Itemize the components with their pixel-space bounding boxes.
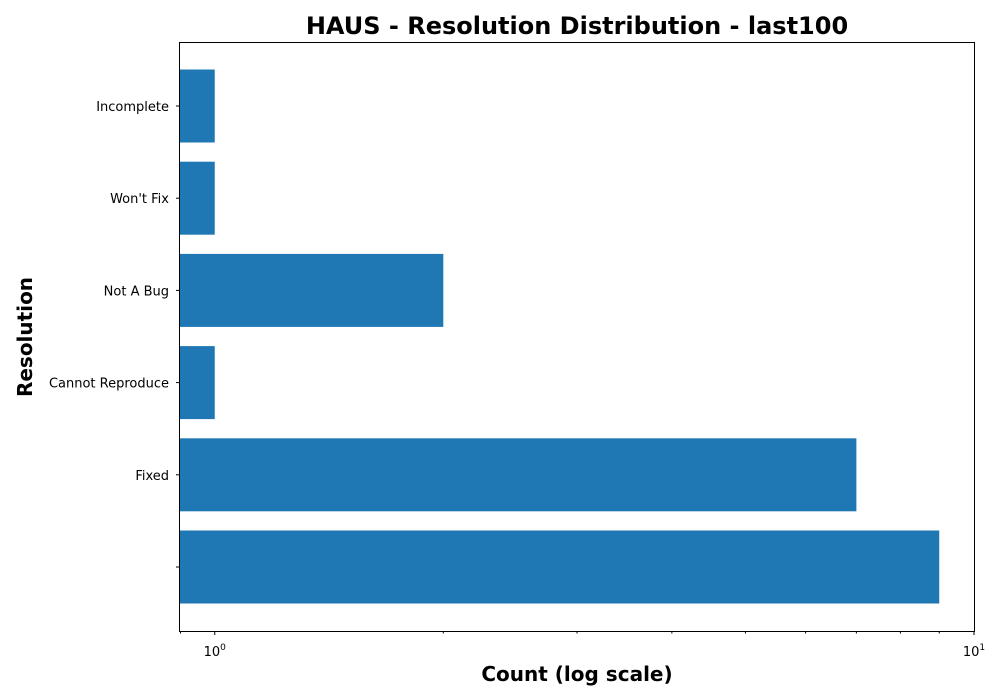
x-axis: 100 101 — [180, 631, 985, 660]
y-tick-label: Won't Fix — [110, 192, 169, 207]
bar — [180, 253, 444, 327]
y-tick-label: Cannot Reproduce — [49, 377, 169, 392]
x-tick-label: 100 — [204, 643, 227, 660]
bar — [180, 438, 857, 512]
x-tick-label: 101 — [963, 643, 985, 660]
y-tick-label: Fixed — [135, 469, 169, 484]
bars — [180, 69, 940, 604]
y-axis: Fixed Cannot Reproduce Not A Bug Won't Fix I… — [49, 100, 180, 568]
y-axis-label: Resolution — [13, 277, 37, 397]
chart-title: HAUS - Resolution Distribution - last100 — [306, 12, 848, 40]
y-tick-label: Incomplete — [96, 100, 169, 115]
bar — [180, 346, 215, 420]
bar — [180, 530, 940, 604]
y-tick-label: Not A Bug — [104, 284, 169, 299]
bar — [180, 69, 215, 143]
bar — [180, 161, 215, 235]
x-axis-label: Count (log scale) — [481, 662, 672, 686]
